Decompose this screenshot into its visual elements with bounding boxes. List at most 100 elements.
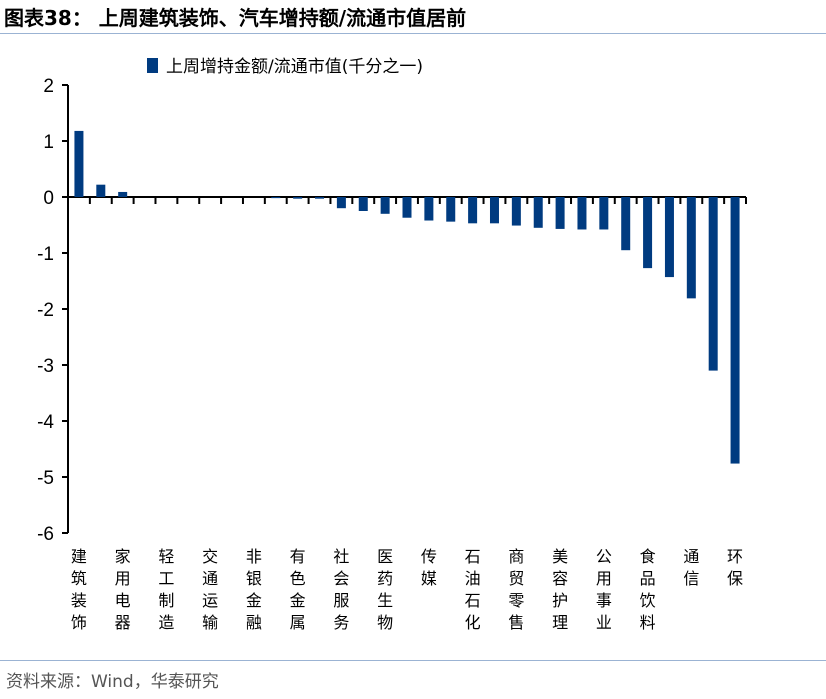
x-category-char: 融 [246,613,262,632]
bar [358,197,368,211]
bar [533,197,543,228]
x-category-char: 金 [246,591,262,610]
x-category-char: 输 [202,613,218,632]
y-tick-label: -1 [37,244,54,265]
bar [730,197,740,464]
legend: 上周增持金额/流通市值(千分之一) [147,57,423,77]
x-category-char: 金 [290,591,306,610]
x-category-label: 建筑装饰 [71,547,87,632]
bar [621,197,631,251]
x-category-char: 色 [290,569,306,588]
x-category-char: 生 [377,591,393,610]
x-category-char: 运 [202,591,218,610]
x-category-char: 饮 [640,591,656,610]
x-category-char: 服 [333,591,349,610]
y-tick-label: -5 [37,468,54,489]
x-category-char: 非 [246,547,262,566]
x-category-char: 事 [596,591,612,610]
x-category-char: 家 [115,547,131,566]
x-category-char: 石 [465,591,481,610]
x-category-char: 容 [552,569,568,588]
x-category-char: 有 [290,547,306,566]
y-tick-label: -2 [37,300,54,321]
x-category-char: 用 [596,569,612,588]
x-category-char: 建 [71,547,87,566]
x-category-char: 务 [333,613,349,632]
bar [468,197,478,224]
source-note: 资料来源：Wind，华泰研究 [6,672,219,692]
bar [511,197,521,226]
bar [271,197,281,199]
x-category-char: 传 [421,547,437,566]
bar [577,197,587,230]
x-category-char: 食 [640,547,656,566]
bar [424,197,434,221]
x-category-char: 筑 [71,569,87,588]
x-category-char: 美 [552,547,568,566]
x-category-char: 药 [377,569,393,588]
legend-swatch [147,58,158,73]
bar [555,197,565,229]
x-category-char: 油 [465,569,481,588]
x-category-char: 属 [290,613,306,632]
x-category-char: 造 [158,613,174,632]
y-tick-label: 1 [43,132,54,153]
legend-label: 上周增持金额/流通市值(千分之一) [166,57,423,77]
x-category-char: 饰 [71,613,87,632]
bar [315,197,325,199]
bar [336,197,346,209]
x-category-char: 商 [508,547,524,566]
bar [96,184,106,197]
x-category-char: 装 [71,591,87,610]
title-divider [0,33,826,34]
y-tick-label: 0 [43,188,54,209]
x-category-char: 业 [596,613,612,632]
x-category-char: 银 [246,569,262,588]
bar [380,197,390,214]
x-category-char: 媒 [421,569,437,588]
bar [599,197,609,230]
x-category-char: 售 [508,613,524,632]
x-category-char: 贸 [508,569,524,588]
bar [446,197,456,222]
x-category-char: 轻 [158,547,174,566]
y-tick-label: -4 [37,412,54,433]
x-category-label: 环保 [727,547,743,588]
x-category-char: 品 [640,569,656,588]
x-category-char: 理 [552,613,568,632]
x-category-char: 社 [333,547,349,566]
y-tick-label: 2 [43,76,54,97]
y-tick-label: -3 [37,356,54,377]
x-category-char: 保 [727,569,743,588]
x-category-char: 通 [683,547,699,566]
y-tick-label: -6 [37,524,54,545]
bar [643,197,653,269]
x-category-label: 通信 [683,547,699,588]
bar [74,130,84,197]
bar-chart: 210-1-2-3-4-5-6 建筑装饰家用电器轻工制造交通运输非银金融有色金属… [37,57,747,632]
x-category-char: 器 [115,613,131,632]
x-category-char: 公 [596,547,612,566]
x-category-label: 传媒 [421,547,437,588]
x-category-char: 环 [727,547,743,566]
x-category-char: 制 [158,591,174,610]
bar [686,197,696,299]
x-category-char: 电 [115,591,131,610]
x-category-char: 化 [465,613,481,632]
bar [293,197,303,199]
x-category-char: 物 [377,613,393,632]
bar [118,191,128,197]
x-category-char: 信 [683,569,699,588]
